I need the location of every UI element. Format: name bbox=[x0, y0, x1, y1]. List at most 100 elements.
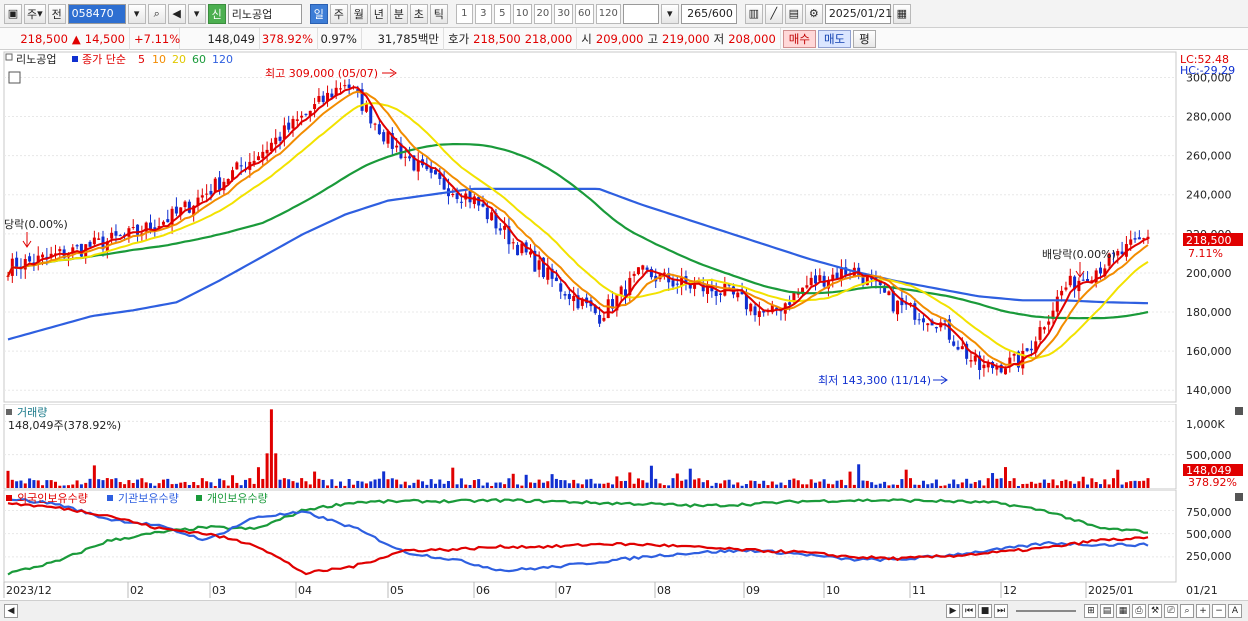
calendar-icon[interactable]: ▦ bbox=[892, 3, 911, 24]
tab-minute[interactable]: 분 bbox=[389, 3, 408, 24]
volume-bar bbox=[995, 478, 999, 488]
tab-day[interactable]: 일 bbox=[309, 3, 328, 24]
arrow-dropdown-icon[interactable]: ▾ bbox=[187, 3, 206, 24]
candle-body bbox=[636, 267, 640, 275]
capture-icon[interactable]: ⎙ bbox=[1132, 604, 1146, 618]
minute-120-button[interactable]: 120 bbox=[595, 3, 621, 24]
volume-bar bbox=[19, 480, 23, 488]
candle-body bbox=[744, 294, 748, 310]
volume-bar bbox=[84, 482, 88, 488]
candle-body bbox=[611, 299, 615, 309]
scroll-right-icon[interactable]: ▶ bbox=[946, 604, 960, 618]
volume-bar bbox=[658, 483, 662, 488]
candle-body bbox=[1099, 267, 1102, 274]
volume-bar bbox=[1012, 478, 1016, 488]
legend-ma20: 20 bbox=[172, 53, 186, 66]
tab-tick[interactable]: 틱 bbox=[429, 3, 448, 24]
minute-3-button[interactable]: 3 bbox=[474, 3, 492, 24]
sell-button[interactable]: 매도 bbox=[817, 29, 852, 48]
search-icon[interactable]: ⌕ bbox=[147, 3, 166, 24]
volume-bar bbox=[183, 481, 187, 488]
volume-bar bbox=[999, 478, 1003, 488]
candle-body bbox=[934, 327, 938, 329]
candle-body bbox=[891, 290, 895, 312]
volume-bar bbox=[878, 483, 882, 488]
candle-body bbox=[952, 341, 956, 346]
zoom-in-icon[interactable]: + bbox=[1196, 604, 1210, 618]
chart-type-select[interactable]: 주 ▾ bbox=[24, 3, 46, 24]
holding-chart[interactable]: 외국인보유수량 기관보유수량 개인보유수량 750,000 500,000 25… bbox=[0, 490, 1248, 600]
grid-toggle-icon[interactable] bbox=[8, 71, 21, 84]
candle-body bbox=[805, 285, 809, 288]
period-dropdown-icon[interactable]: ▾ bbox=[660, 3, 679, 24]
volume-bars bbox=[6, 409, 1150, 488]
stock-code-input[interactable]: 058470 bbox=[67, 3, 126, 24]
candle-body bbox=[1142, 238, 1146, 240]
price-chart[interactable]: 300,000280,000260,000240,000220,000200,0… bbox=[0, 50, 1248, 404]
minute-60-button[interactable]: 60 bbox=[574, 3, 594, 24]
holding-close-icon[interactable] bbox=[1235, 493, 1243, 501]
last-icon[interactable]: ⏭ bbox=[994, 604, 1008, 618]
volume-bar bbox=[244, 479, 247, 488]
table-icon[interactable]: ▦ bbox=[1116, 604, 1130, 618]
save-icon[interactable]: ▤ bbox=[784, 3, 803, 24]
volume-bar bbox=[865, 480, 869, 488]
volume-close-icon[interactable] bbox=[1235, 407, 1243, 415]
first-icon[interactable]: ⏮ bbox=[962, 604, 976, 618]
candle-body bbox=[334, 87, 338, 97]
window-icon[interactable]: ▣ bbox=[4, 3, 22, 24]
moving-averages bbox=[7, 86, 1149, 369]
lc-value: LC:52.48 bbox=[1180, 53, 1229, 66]
volume-bar bbox=[187, 485, 191, 488]
minute-30-button[interactable]: 30 bbox=[554, 3, 573, 24]
zoom-icon[interactable]: ⌕ bbox=[1180, 604, 1194, 618]
chart-toolbar: ▣ 주 ▾ 전 058470 ▾ ⌕ ◀ ▾ 신 리노공업 일 주 월 년 분 초… bbox=[0, 0, 1248, 28]
candle-type-icon[interactable]: ▥ bbox=[744, 3, 763, 24]
tab-second[interactable]: 초 bbox=[409, 3, 428, 24]
inst-legend-icon bbox=[107, 495, 113, 501]
minute-10-button[interactable]: 10 bbox=[512, 3, 532, 24]
candle-body bbox=[157, 226, 161, 229]
scroll-left-icon[interactable]: ◀ bbox=[4, 604, 18, 618]
minute-20-button[interactable]: 20 bbox=[533, 3, 553, 24]
volume-bar bbox=[645, 482, 649, 488]
volume-bar bbox=[874, 484, 878, 488]
legend-toggle-icon[interactable] bbox=[5, 53, 13, 61]
font-size-icon[interactable]: A bbox=[1228, 604, 1242, 618]
gear-icon[interactable]: ⚙ bbox=[804, 3, 823, 24]
print-icon[interactable]: ⎚ bbox=[1164, 604, 1178, 618]
custom-period-input[interactable] bbox=[622, 3, 659, 24]
eval-button[interactable]: 평 bbox=[853, 29, 876, 48]
zoom-slider[interactable] bbox=[1016, 610, 1076, 612]
tab-week[interactable]: 주 bbox=[329, 3, 348, 24]
prev-button[interactable]: 전 bbox=[47, 3, 66, 24]
minute-1-button[interactable]: 1 bbox=[455, 3, 473, 24]
volume-bar bbox=[978, 480, 982, 488]
candle-body bbox=[671, 280, 675, 287]
code-dropdown-icon[interactable]: ▾ bbox=[127, 3, 146, 24]
layout-icon[interactable]: ▤ bbox=[1100, 604, 1114, 618]
tab-month[interactable]: 월 bbox=[349, 3, 368, 24]
compare-icon[interactable]: ⊞ bbox=[1084, 604, 1098, 618]
volume-bar bbox=[1004, 467, 1007, 488]
speaker-icon[interactable]: ◀ bbox=[167, 3, 186, 24]
volume-bar bbox=[136, 479, 140, 488]
zoom-out-icon[interactable]: − bbox=[1212, 604, 1226, 618]
volume-bar bbox=[468, 484, 472, 488]
bar-count-field[interactable]: 265/600 bbox=[680, 3, 737, 24]
date-field[interactable]: 2025/01/21 bbox=[824, 3, 892, 24]
tab-year[interactable]: 년 bbox=[369, 3, 388, 24]
candle-body bbox=[58, 249, 62, 252]
draw-tool-icon[interactable]: ╱ bbox=[764, 3, 783, 24]
candle-body bbox=[503, 225, 507, 230]
stop-icon[interactable]: ■ bbox=[978, 604, 992, 618]
volume-bar bbox=[1047, 482, 1051, 488]
buy-button[interactable]: 매수 bbox=[782, 29, 816, 48]
volume-bar bbox=[822, 479, 826, 488]
volume-chart[interactable]: 거래량 148,049주(378.92%) 1,000K 500,000 148… bbox=[0, 404, 1248, 490]
minute-5-button[interactable]: 5 bbox=[493, 3, 511, 24]
candle-body bbox=[632, 273, 636, 276]
candle-body bbox=[256, 156, 260, 161]
tool-icon[interactable]: ⚒ bbox=[1148, 604, 1162, 618]
candle-body bbox=[472, 196, 476, 205]
